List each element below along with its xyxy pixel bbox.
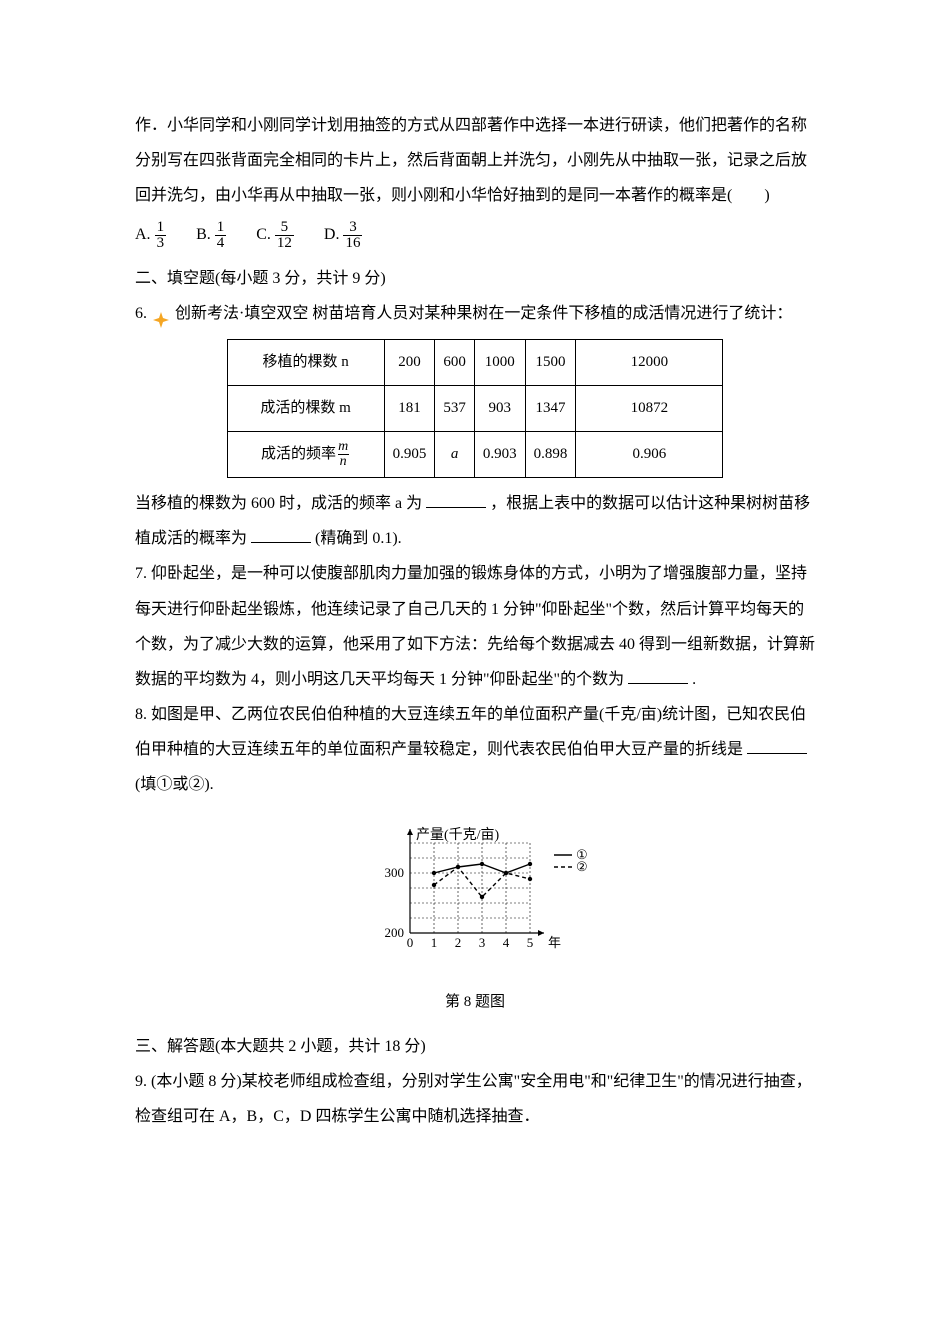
blank-input[interactable]: [747, 737, 807, 754]
svg-text:②: ②: [576, 859, 588, 874]
q8-chart: 200300012345年产量(千克/亩)①②: [135, 813, 815, 971]
svg-text:0: 0: [407, 935, 414, 950]
blank-input[interactable]: [628, 667, 688, 684]
table-row: 成活的棵数 m 181 537 903 1347 10872: [227, 385, 723, 431]
option-b: B. 1 4: [196, 220, 226, 251]
table-row: 移植的棵数 n 200 600 1000 1500 12000: [227, 339, 723, 385]
line-chart: 200300012345年产量(千克/亩)①②: [355, 813, 595, 958]
svg-text:年: 年: [548, 935, 561, 950]
q6-table: 移植的棵数 n 200 600 1000 1500 12000 成活的棵数 m …: [227, 339, 724, 478]
svg-text:3: 3: [479, 935, 486, 950]
section2-heading: 二、填空题(每小题 3 分，共计 9 分): [135, 261, 815, 296]
q5-text: 作．小华同学和小刚同学计划用抽签的方式从四部著作中选择一本进行研读，他们把著作的…: [135, 108, 815, 214]
svg-text:产量(千克/亩): 产量(千克/亩): [416, 826, 500, 843]
svg-text:1: 1: [431, 935, 438, 950]
q6-text: 6. 创新考法·填空双空 树苗培育人员对某种果树在一定条件下移植的成活情况进行了…: [135, 296, 815, 331]
option-c: C. 5 12: [256, 220, 294, 251]
option-a: A. 1 3: [135, 220, 166, 251]
svg-text:2: 2: [455, 935, 462, 950]
fraction-d: 3 16: [343, 220, 362, 251]
page-content: 作．小华同学和小刚同学计划用抽签的方式从四部著作中选择一本进行研读，他们把著作的…: [0, 0, 950, 1194]
svg-text:5: 5: [527, 935, 534, 950]
fraction-b: 1 4: [215, 220, 227, 251]
blank-input[interactable]: [251, 526, 311, 543]
fraction-a: 1 3: [155, 220, 167, 251]
q9-text: 9. (本小题 8 分)某校老师组成检查组，分别对学生公寓"安全用电"和"纪律卫…: [135, 1064, 815, 1134]
section3-heading: 三、解答题(本大题共 2 小题，共计 18 分): [135, 1029, 815, 1064]
svg-text:200: 200: [385, 925, 405, 940]
svg-text:300: 300: [385, 865, 405, 880]
q6-after: 当移植的棵数为 600 时，成活的频率 a 为 ，根据上表中的数据可以估计这种果…: [135, 486, 815, 556]
table-row: 成活的频率mn 0.905 a 0.903 0.898 0.906: [227, 431, 723, 477]
option-d: D. 3 16: [324, 220, 363, 251]
q7-text: 7. 仰卧起坐，是一种可以使腹部肌肉力量加强的锻炼身体的方式，小明为了增强腹部力…: [135, 556, 815, 697]
sparkle-icon: [153, 306, 169, 322]
fraction-c: 5 12: [275, 220, 294, 251]
q5-options: A. 1 3 B. 1 4 C. 5 12 D. 3 16: [135, 220, 815, 251]
q8-text: 8. 如图是甲、乙两位农民伯伯种植的大豆连续五年的单位面积产量(千克/亩)统计图…: [135, 697, 815, 803]
fraction-mn: mn: [336, 440, 350, 469]
svg-text:4: 4: [503, 935, 510, 950]
blank-input[interactable]: [426, 491, 486, 508]
q8-caption: 第 8 题图: [135, 986, 815, 1019]
